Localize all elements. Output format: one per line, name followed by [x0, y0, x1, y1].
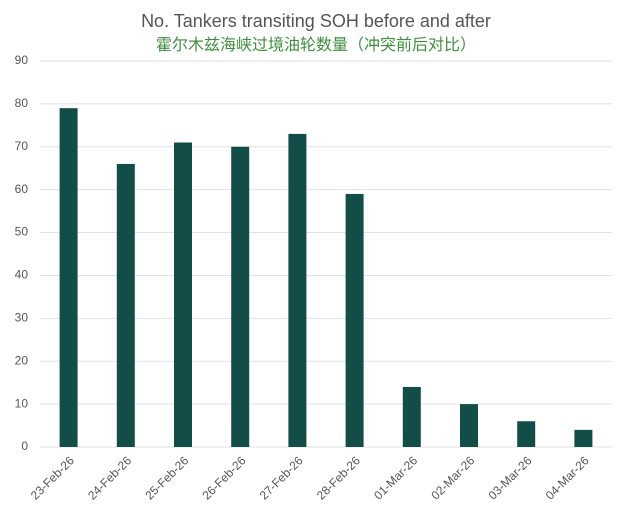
- x-tick-label: 01-Mar-26: [371, 453, 420, 502]
- bar: [460, 404, 478, 447]
- bar: [288, 133, 307, 447]
- bar: [116, 163, 135, 447]
- bar: [231, 146, 250, 447]
- y-tick-label: 60: [15, 182, 29, 196]
- chart-subtitle: 霍尔木兹海峡过境油轮数量（冲突前后对比）: [156, 35, 476, 54]
- x-tick-label: 02-Mar-26: [428, 453, 477, 502]
- x-tick-label: 04-Mar-26: [543, 453, 592, 502]
- bar: [517, 421, 536, 447]
- x-tick-label: 26-Feb-26: [200, 453, 249, 502]
- y-tick-label: 40: [15, 268, 29, 282]
- x-tick-label: 03-Mar-26: [486, 453, 535, 502]
- bar: [345, 193, 364, 447]
- y-tick-label: 30: [15, 311, 29, 325]
- x-tick-label: 27-Feb-26: [257, 453, 306, 502]
- y-tick-label: 50: [15, 225, 29, 239]
- x-tick-label: 28-Feb-26: [314, 453, 363, 502]
- bar: [402, 386, 421, 447]
- bar: [574, 429, 593, 447]
- x-tick-label: 25-Feb-26: [142, 453, 191, 502]
- x-tick-label: 23-Feb-26: [28, 453, 77, 502]
- y-tick-label: 90: [15, 53, 29, 67]
- y-tick-label: 80: [15, 96, 29, 110]
- y-tick-label: 10: [15, 396, 29, 410]
- bar: [59, 108, 78, 447]
- x-tick-label: 24-Feb-26: [85, 453, 134, 502]
- chart-title: No. Tankers transiting SOH before and af…: [141, 11, 491, 31]
- y-tick-label: 0: [21, 439, 28, 453]
- y-tick-label: 20: [15, 353, 29, 367]
- y-tick-label: 70: [15, 139, 29, 153]
- bar: [174, 142, 192, 447]
